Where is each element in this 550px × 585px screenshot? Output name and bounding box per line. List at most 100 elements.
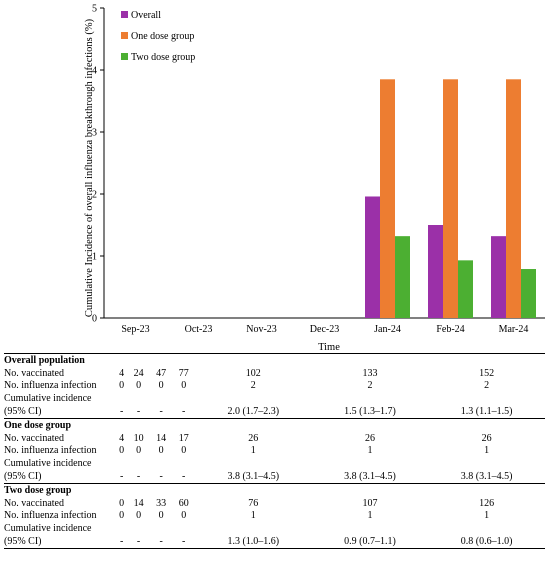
table-cell: 3.8 (3.1–4.5) [227,471,280,482]
bar-two-dose-group [458,260,473,318]
table-cell: 0.9 (0.7–1.1) [311,535,429,549]
table-cell: 33 [156,498,167,509]
bar-one-dose-group [380,79,395,318]
table-cell: 0 [136,510,142,521]
table-cell: - [119,406,124,417]
table-cell: 26 [364,433,375,444]
table-cell: - [119,471,124,482]
section-title: One dose group [4,418,545,433]
table-cell: 47 [156,368,167,379]
table-cell: 1 [250,445,256,456]
table-cell: - [159,471,163,482]
table-cell: 1 [367,445,373,456]
y-tick-label: 3 [92,128,97,139]
row-label: No. influenza infection [4,380,97,391]
table-cell: 76 [248,498,259,509]
table-row: No. influenza infection 0 0 0 0 1 1 1 [4,510,545,522]
table-cell: 107 [362,498,378,509]
table-cell: - [182,406,186,417]
table-cell: 0 [181,510,187,521]
data-table: Overall population No. vaccinated 4 24 47 77 1… [4,353,545,549]
y-tick-label: 5 [92,4,97,15]
ci-values-row: (95% CI) - - - -1.3 (1.0–1.6) 0.9 (0.7–1.1) 0.… [4,535,545,549]
bar-one-dose-group [443,79,458,318]
row-label: (95% CI) [4,471,42,482]
table-cell: 1 [484,510,490,521]
x-tick-label: Nov-23 [246,324,277,335]
table-cell: 0 [119,510,125,521]
table-cell: 1.3 (1.0–1.6) [194,535,312,549]
row-label: No. influenza infection [4,510,97,521]
row-label: Cumulative incidence [4,458,92,469]
legend-swatch [121,32,128,39]
legend-label: Two dose group [131,52,195,63]
table-cell: 2 [367,380,373,391]
table-cell: 3.8 (3.1–4.5) [344,471,396,482]
x-axis-title: Time [318,342,340,353]
bar-chart: Cumulative Incidence of overall influenz… [84,4,545,353]
table-cell: 2.0 (1.7–2.3) [227,406,280,417]
table-cell: 26 [248,433,259,444]
x-tick-label: Sep-23 [121,324,149,335]
legend: Overall One dose group Two dose group [121,10,195,63]
table-cell: 152 [479,368,495,379]
bar-overall [365,196,380,318]
x-tick-label: Dec-23 [310,324,339,335]
table-cell: 0 [136,445,142,456]
table-cell: - [116,535,128,549]
y-axis-title: Cumulative Incidence of overall influenz… [84,18,95,317]
table-cell: - [159,406,163,417]
row-label: (95% CI) [4,535,116,549]
table-cell: 1 [250,510,256,521]
ci-label-row: Cumulative incidence [4,457,545,470]
table-row: No. vaccinated 0 14 33 60 76 107 126 [4,498,545,510]
table-cell: 24 [133,368,144,379]
bar-overall [491,236,506,318]
section-title: Two dose group [4,483,545,498]
table-cell: 60 [178,498,189,509]
bar-two-dose-group [395,236,410,318]
table-cell: 0 [119,498,125,509]
x-tick-label: Jan-24 [374,324,401,335]
row-label: (95% CI) [4,406,42,417]
x-tick-label: Mar-24 [499,324,529,335]
table-cell: 0 [136,380,142,391]
table-cell: 0 [119,445,125,456]
table-cell: 2 [484,380,490,391]
plot-area: 0 1 2 3 4 5 Sep-23 Oct-23 Nov-23 Dec-23 Jan-24 Feb-… [92,4,545,335]
ci-values-row: (95% CI) - - - - 3.8 (3.1–4.5) 3.8 (3.1–4.5) 3.… [4,470,545,484]
y-axis-title-group: Cumulative Incidence of overall influenz… [84,18,95,317]
table-cell: - [136,406,141,417]
row-label: Cumulative incidence [4,393,92,404]
table-cell: 26 [481,433,492,444]
table-cell: 1.3 (1.1–1.5) [460,406,513,417]
y-tick-label: 0 [92,314,97,325]
table-cell: - [149,535,173,549]
table-cell: 1 [484,445,490,456]
y-tick-label: 1 [92,252,97,263]
table-cell: 0 [181,445,187,456]
x-tick-label: Feb-24 [436,324,464,335]
table-cell: - [172,535,195,549]
table-cell: - [127,535,150,549]
table-cell: 77 [178,368,189,379]
table-cell: - [182,471,186,482]
table-row: No. influenza infection 0 0 0 0 1 1 1 [4,445,545,457]
table-cell: 102 [245,368,261,379]
table-cell: 1.5 (1.3–1.7) [344,406,396,417]
table-cell: 126 [479,498,495,509]
table-cell: 4 [119,368,125,379]
row-label: No. vaccinated [4,498,64,509]
legend-swatch [121,11,128,18]
section-header-row: One dose group [4,418,545,433]
legend-label: One dose group [131,31,194,42]
table-cell: 2 [250,380,256,391]
x-tick-label: Oct-23 [185,324,213,335]
table-cell: 14 [156,433,167,444]
table-cell: 0 [119,380,125,391]
table-row: No. influenza infection 0 0 0 0 2 2 2 [4,380,545,392]
bar-overall [428,225,443,318]
table-cell: 1 [367,510,373,521]
table-cell: 0 [158,510,164,521]
table-cell: 133 [362,368,378,379]
